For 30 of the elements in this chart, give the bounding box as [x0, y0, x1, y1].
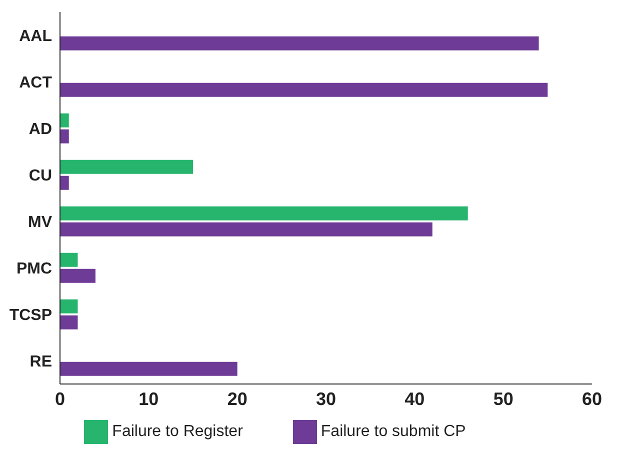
- bar: [60, 206, 468, 220]
- y-tick-label: CU: [28, 167, 52, 184]
- bar: [60, 160, 193, 174]
- bar: [60, 82, 548, 97]
- legend-label: Failure to submit CP: [320, 423, 466, 440]
- bar: [60, 222, 432, 236]
- y-tick-label: PMC: [16, 260, 52, 278]
- y-tick-label: AAL: [19, 28, 52, 45]
- bar: [60, 362, 238, 376]
- bar: [60, 268, 96, 283]
- bar: [60, 129, 69, 144]
- x-tick-label: 0: [54, 388, 66, 409]
- x-tick-label: 60: [582, 388, 602, 409]
- x-tick-label: 30: [316, 388, 336, 409]
- bar: [60, 252, 78, 267]
- y-tick-label: TCSP: [9, 306, 52, 324]
- bar: [60, 315, 78, 330]
- x-tick-label: 40: [404, 388, 425, 409]
- y-tick-label: MV: [28, 214, 52, 231]
- bar: [60, 113, 69, 128]
- x-tick-label: 20: [227, 388, 248, 409]
- bar: [60, 176, 69, 190]
- y-tick-label: AD: [28, 120, 52, 138]
- legend-label: Failure to Register: [112, 423, 243, 440]
- y-tick-label: RE: [30, 353, 52, 370]
- x-tick-label: 50: [493, 388, 514, 409]
- bar: [60, 299, 78, 314]
- y-tick-label: ACT: [19, 74, 52, 92]
- bar: [60, 36, 539, 50]
- x-tick-label: 10: [138, 388, 159, 409]
